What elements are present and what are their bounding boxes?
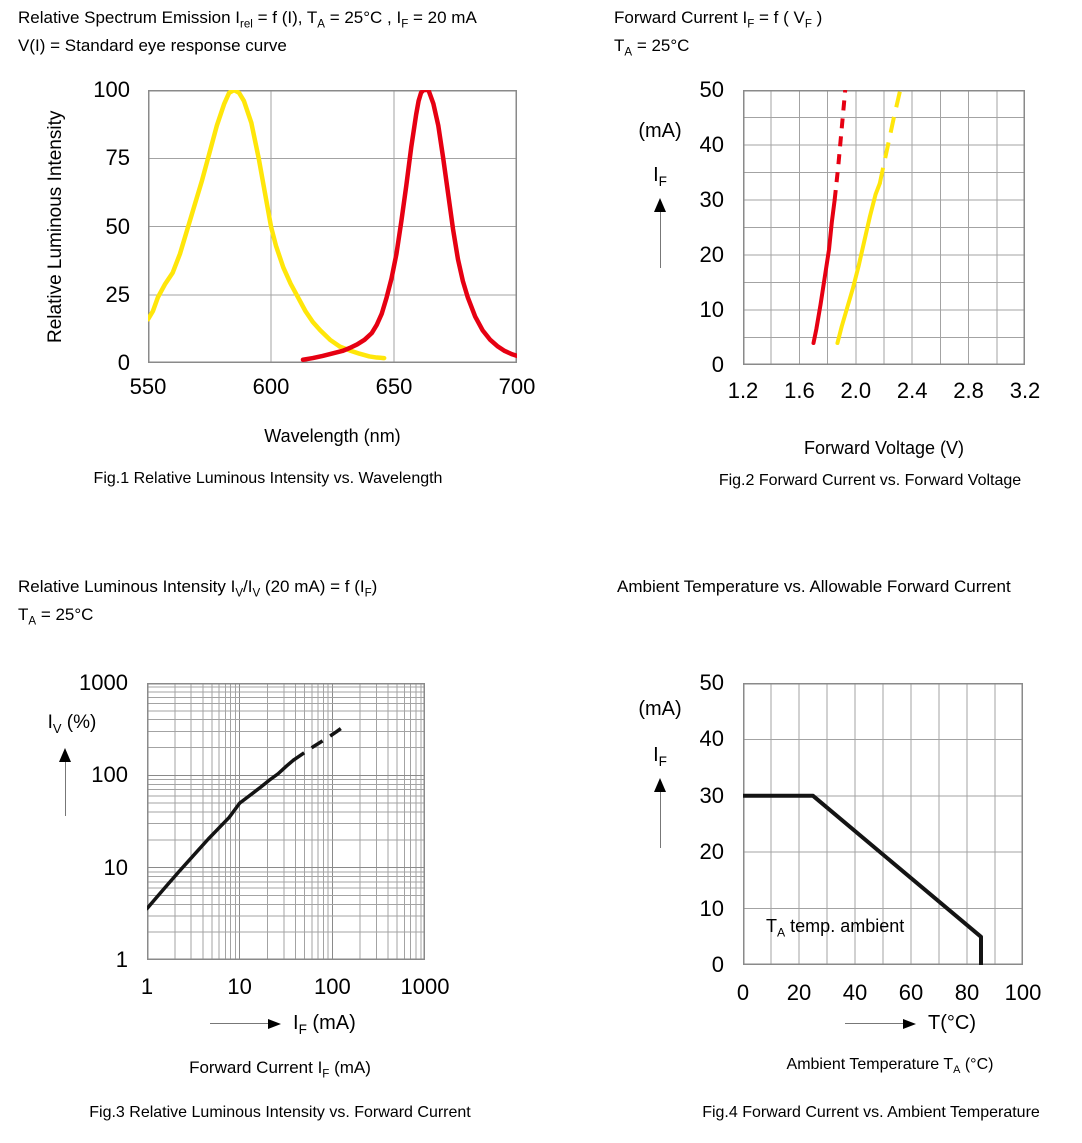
y-tick: 10 [103, 854, 128, 880]
x-tick: 650 [375, 374, 413, 399]
y-tick: 0 [711, 952, 724, 977]
fig1-x-axis-label: Wavelength (nm) [264, 426, 401, 446]
fig2-title-line1: Forward Current IF = f ( VF ) [614, 8, 823, 31]
x-tick: 2.0 [840, 378, 872, 403]
x-tick: 40 [842, 980, 868, 1005]
fig4-x-arrow-label-row: T(°C) [845, 1012, 976, 1035]
fig3-caption: Fig.3 Relative Luminous Intensity vs. Fo… [89, 1104, 471, 1121]
fig3-title-line2: TA = 25°C [18, 605, 94, 628]
x-tick: 1.6 [784, 378, 815, 403]
fig3-x-arrow-label: IF (mA) [293, 1012, 356, 1037]
fig4-title: Ambient Temperature vs. Allowable Forwar… [617, 577, 1011, 596]
fig4-annotation: TA temp. ambient [766, 916, 905, 940]
y-tick: 20 [699, 242, 724, 267]
fig4-y-symbol-label: IF [653, 744, 667, 769]
y-tick: 30 [699, 782, 724, 808]
fig1-caption: Fig.1 Relative Luminous Intensity vs. Wa… [93, 470, 443, 487]
y-tick: 20 [699, 839, 724, 865]
y-tick: 75 [105, 145, 130, 171]
x-tick: 550 [129, 374, 167, 399]
fig3-x-ticks: 1 10 100 1000 [141, 974, 450, 1004]
fig1-x-ticks: 550 600 650 700 [130, 374, 536, 404]
up-arrow-stem [659, 212, 661, 268]
fig3-chart-canvas [147, 683, 425, 960]
fig1-chart-canvas [148, 90, 517, 363]
fig1-title-line2: V(I) = Standard eye response curve [18, 36, 287, 55]
up-arrow-stem [64, 762, 66, 816]
y-tick: 30 [699, 187, 724, 212]
fig2-y-unit-label: (mA) [638, 120, 682, 142]
up-arrow-head [59, 748, 71, 762]
up-arrow-stem [659, 792, 661, 848]
x-tick: 2.8 [953, 378, 984, 403]
fig4-x-arrow-label: T(°C) [928, 1012, 976, 1034]
fig4-x-ticks: 0 20 40 60 80 100 [737, 980, 1041, 1010]
x-tick: 100 [1004, 980, 1042, 1005]
y-tick: 100 [93, 77, 130, 102]
x-tick: 1000 [400, 974, 450, 999]
y-tick: 1000 [79, 670, 128, 695]
fig3-title-line1: Relative Luminous Intensity IV/IV (20 mA… [18, 577, 378, 600]
y-tick: 0 [117, 350, 130, 375]
fig4-x-axis-label: Ambient Temperature TA (°C) [786, 1056, 994, 1077]
fig2-y-symbol-label: IF [653, 164, 667, 189]
right-arrow-icon [903, 1018, 916, 1029]
fig4-caption: Fig.4 Forward Current vs. Ambient Temper… [702, 1104, 1040, 1121]
fig2-x-ticks: 1.2 1.6 2.0 2.4 2.8 3.2 [728, 378, 1041, 408]
x-tick: 60 [898, 980, 924, 1005]
x-tick: 600 [252, 374, 290, 399]
right-arrow-stem [210, 1023, 268, 1024]
x-tick: 2.4 [896, 378, 928, 403]
x-tick: 80 [954, 980, 980, 1005]
fig1-y-ticks: 100 75 50 25 0 [66, 77, 138, 375]
x-tick: 0 [736, 980, 750, 1005]
fig2-chart-canvas [743, 90, 1025, 365]
up-arrow-icon [58, 748, 72, 816]
fig2-x-axis-label: Forward Voltage (V) [803, 438, 965, 458]
right-arrow-icon [268, 1018, 281, 1029]
fig4-chart-canvas [743, 683, 1023, 965]
fig4-y-ticks: 50 40 30 20 10 0 [656, 670, 732, 977]
y-tick: 50 [699, 670, 724, 695]
up-arrow-icon [653, 198, 667, 268]
y-tick: 1 [115, 947, 128, 972]
up-arrow-icon [653, 778, 667, 848]
fig2-y-ticks: 50 40 30 20 10 0 [656, 77, 732, 377]
x-tick: 1.2 [727, 378, 759, 403]
fig1-title-line1: Relative Spectrum Emission Irel = f (I),… [18, 8, 477, 31]
fig2-title-line2: TA = 25°C [614, 36, 690, 59]
up-arrow-head [654, 778, 666, 792]
y-tick: 40 [699, 132, 724, 157]
y-tick: 10 [699, 895, 724, 921]
y-tick: 25 [105, 281, 130, 307]
y-tick: 50 [699, 77, 724, 102]
x-tick: 10 [227, 974, 252, 999]
x-tick: 100 [313, 974, 351, 999]
fig3-x-arrow-label-row: IF (mA) [210, 1012, 356, 1037]
x-tick: 700 [498, 374, 536, 399]
fig4-y-unit-label: (mA) [638, 698, 682, 720]
up-arrow-head [654, 198, 666, 212]
y-tick: 50 [105, 213, 130, 239]
fig3-y-symbol-label: IV (%) [47, 712, 97, 736]
fig2-caption: Fig.2 Forward Current vs. Forward Voltag… [718, 472, 1022, 489]
x-tick: 1 [140, 974, 154, 999]
y-tick: 10 [699, 297, 724, 322]
y-tick: 0 [711, 352, 724, 377]
x-tick: 3.2 [1009, 378, 1041, 403]
y-tick: 100 [91, 762, 128, 788]
fig3-x-axis-label: Forward Current IF (mA) [189, 1058, 371, 1081]
fig3-y-ticks: 1000 100 10 1 [58, 670, 136, 972]
right-arrow-stem [845, 1023, 903, 1024]
y-tick: 40 [699, 726, 724, 752]
x-tick: 20 [786, 980, 812, 1005]
